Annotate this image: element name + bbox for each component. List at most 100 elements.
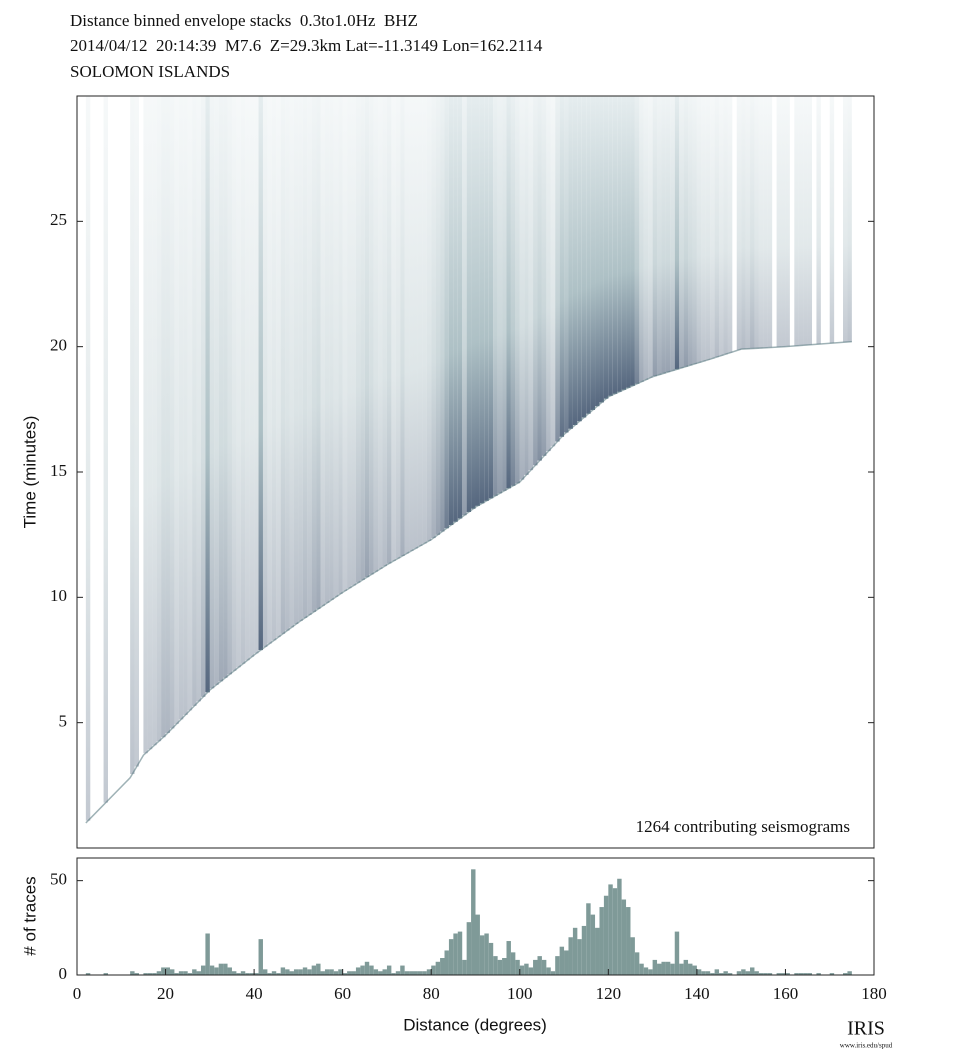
envelope-strip [240, 96, 246, 664]
bar [608, 884, 613, 975]
envelope-strip [409, 96, 414, 551]
bar [794, 973, 799, 975]
envelope-strip [692, 96, 697, 364]
bar [727, 973, 733, 975]
bar [413, 971, 418, 975]
bar [280, 967, 286, 975]
y-tick-label: 10 [50, 586, 67, 605]
envelope-strip [258, 96, 263, 651]
bar [435, 961, 441, 975]
envelope-strip [621, 96, 627, 390]
envelope-strip [404, 96, 410, 554]
envelope-strip [378, 96, 383, 569]
x-tick-label: 120 [596, 984, 622, 1003]
bar [741, 969, 746, 975]
envelope-strip [178, 96, 184, 720]
envelope-strip [630, 96, 635, 386]
envelope-strip [329, 96, 334, 600]
envelope-strip [528, 96, 534, 471]
y-tick-label: 25 [50, 210, 67, 229]
bar [369, 965, 374, 975]
envelope-strip [643, 96, 649, 380]
envelope-strip [369, 96, 374, 575]
envelope-strip [165, 96, 170, 733]
envelope-strip [342, 96, 348, 591]
envelope-strip [271, 96, 277, 641]
bar [169, 969, 175, 975]
envelope-strip [324, 96, 330, 603]
envelope-strip [493, 96, 498, 496]
bar [781, 973, 786, 975]
envelope-strip [320, 96, 325, 606]
bar [807, 973, 813, 975]
envelope-strip [218, 96, 224, 682]
bar [240, 971, 246, 975]
bar [161, 967, 166, 975]
bar [444, 950, 449, 975]
bar [338, 969, 343, 975]
x-tick-label: 20 [157, 984, 174, 1003]
envelope-strip [533, 96, 538, 466]
envelope-strip [209, 96, 215, 689]
envelope-strip [382, 96, 387, 567]
x-tick-label: 140 [684, 984, 710, 1003]
bar [519, 965, 525, 975]
envelope-strip [510, 96, 516, 486]
envelope-strip [196, 96, 201, 702]
envelope-strip [674, 96, 680, 370]
bar [590, 914, 596, 975]
envelope-strip [355, 96, 361, 583]
bar [745, 971, 751, 975]
bar [205, 933, 210, 975]
bar [555, 956, 560, 975]
bar [493, 956, 498, 975]
bar [471, 869, 476, 975]
bar [758, 973, 764, 975]
bar [258, 939, 263, 975]
envelope-strip [652, 96, 658, 377]
envelope-strip [714, 96, 720, 358]
bar [462, 959, 467, 975]
bar [847, 971, 852, 975]
bar [302, 967, 308, 975]
bar [829, 973, 835, 975]
chart-title: Distance binned envelope stacks 0.3to1.0… [70, 11, 418, 30]
bar [488, 942, 494, 975]
bar [209, 965, 215, 975]
envelope-strip [581, 96, 587, 418]
envelope-strip [612, 96, 618, 394]
bar [426, 969, 432, 975]
envelope-strip [231, 96, 237, 671]
bar [342, 973, 348, 975]
bar [152, 973, 157, 975]
bar [271, 971, 277, 975]
logo-url: www.iris.edu/spud [840, 1042, 893, 1050]
bar [559, 946, 565, 975]
envelope-strip [723, 96, 728, 355]
bar [816, 973, 821, 975]
bar [546, 967, 551, 975]
envelope-strip [541, 96, 547, 456]
bar [285, 969, 290, 975]
envelope-strip [524, 96, 529, 475]
bar [506, 941, 511, 975]
x-tick-label: 60 [334, 984, 351, 1003]
envelope-strip [223, 96, 228, 678]
bar [391, 973, 396, 975]
bar [103, 973, 108, 975]
bar [192, 969, 197, 975]
envelope-strip [280, 96, 286, 634]
bar [218, 963, 224, 975]
envelope-strip [183, 96, 188, 715]
envelope-strip [497, 96, 503, 494]
envelope-strip [364, 96, 370, 578]
envelope-strip [431, 96, 436, 539]
envelope-strip [599, 96, 604, 403]
bar [572, 927, 578, 975]
bar [196, 971, 201, 975]
envelope-strip [763, 96, 768, 348]
bar [422, 971, 427, 975]
bar [754, 971, 759, 975]
bar [311, 965, 317, 975]
envelope-strip [683, 96, 689, 367]
